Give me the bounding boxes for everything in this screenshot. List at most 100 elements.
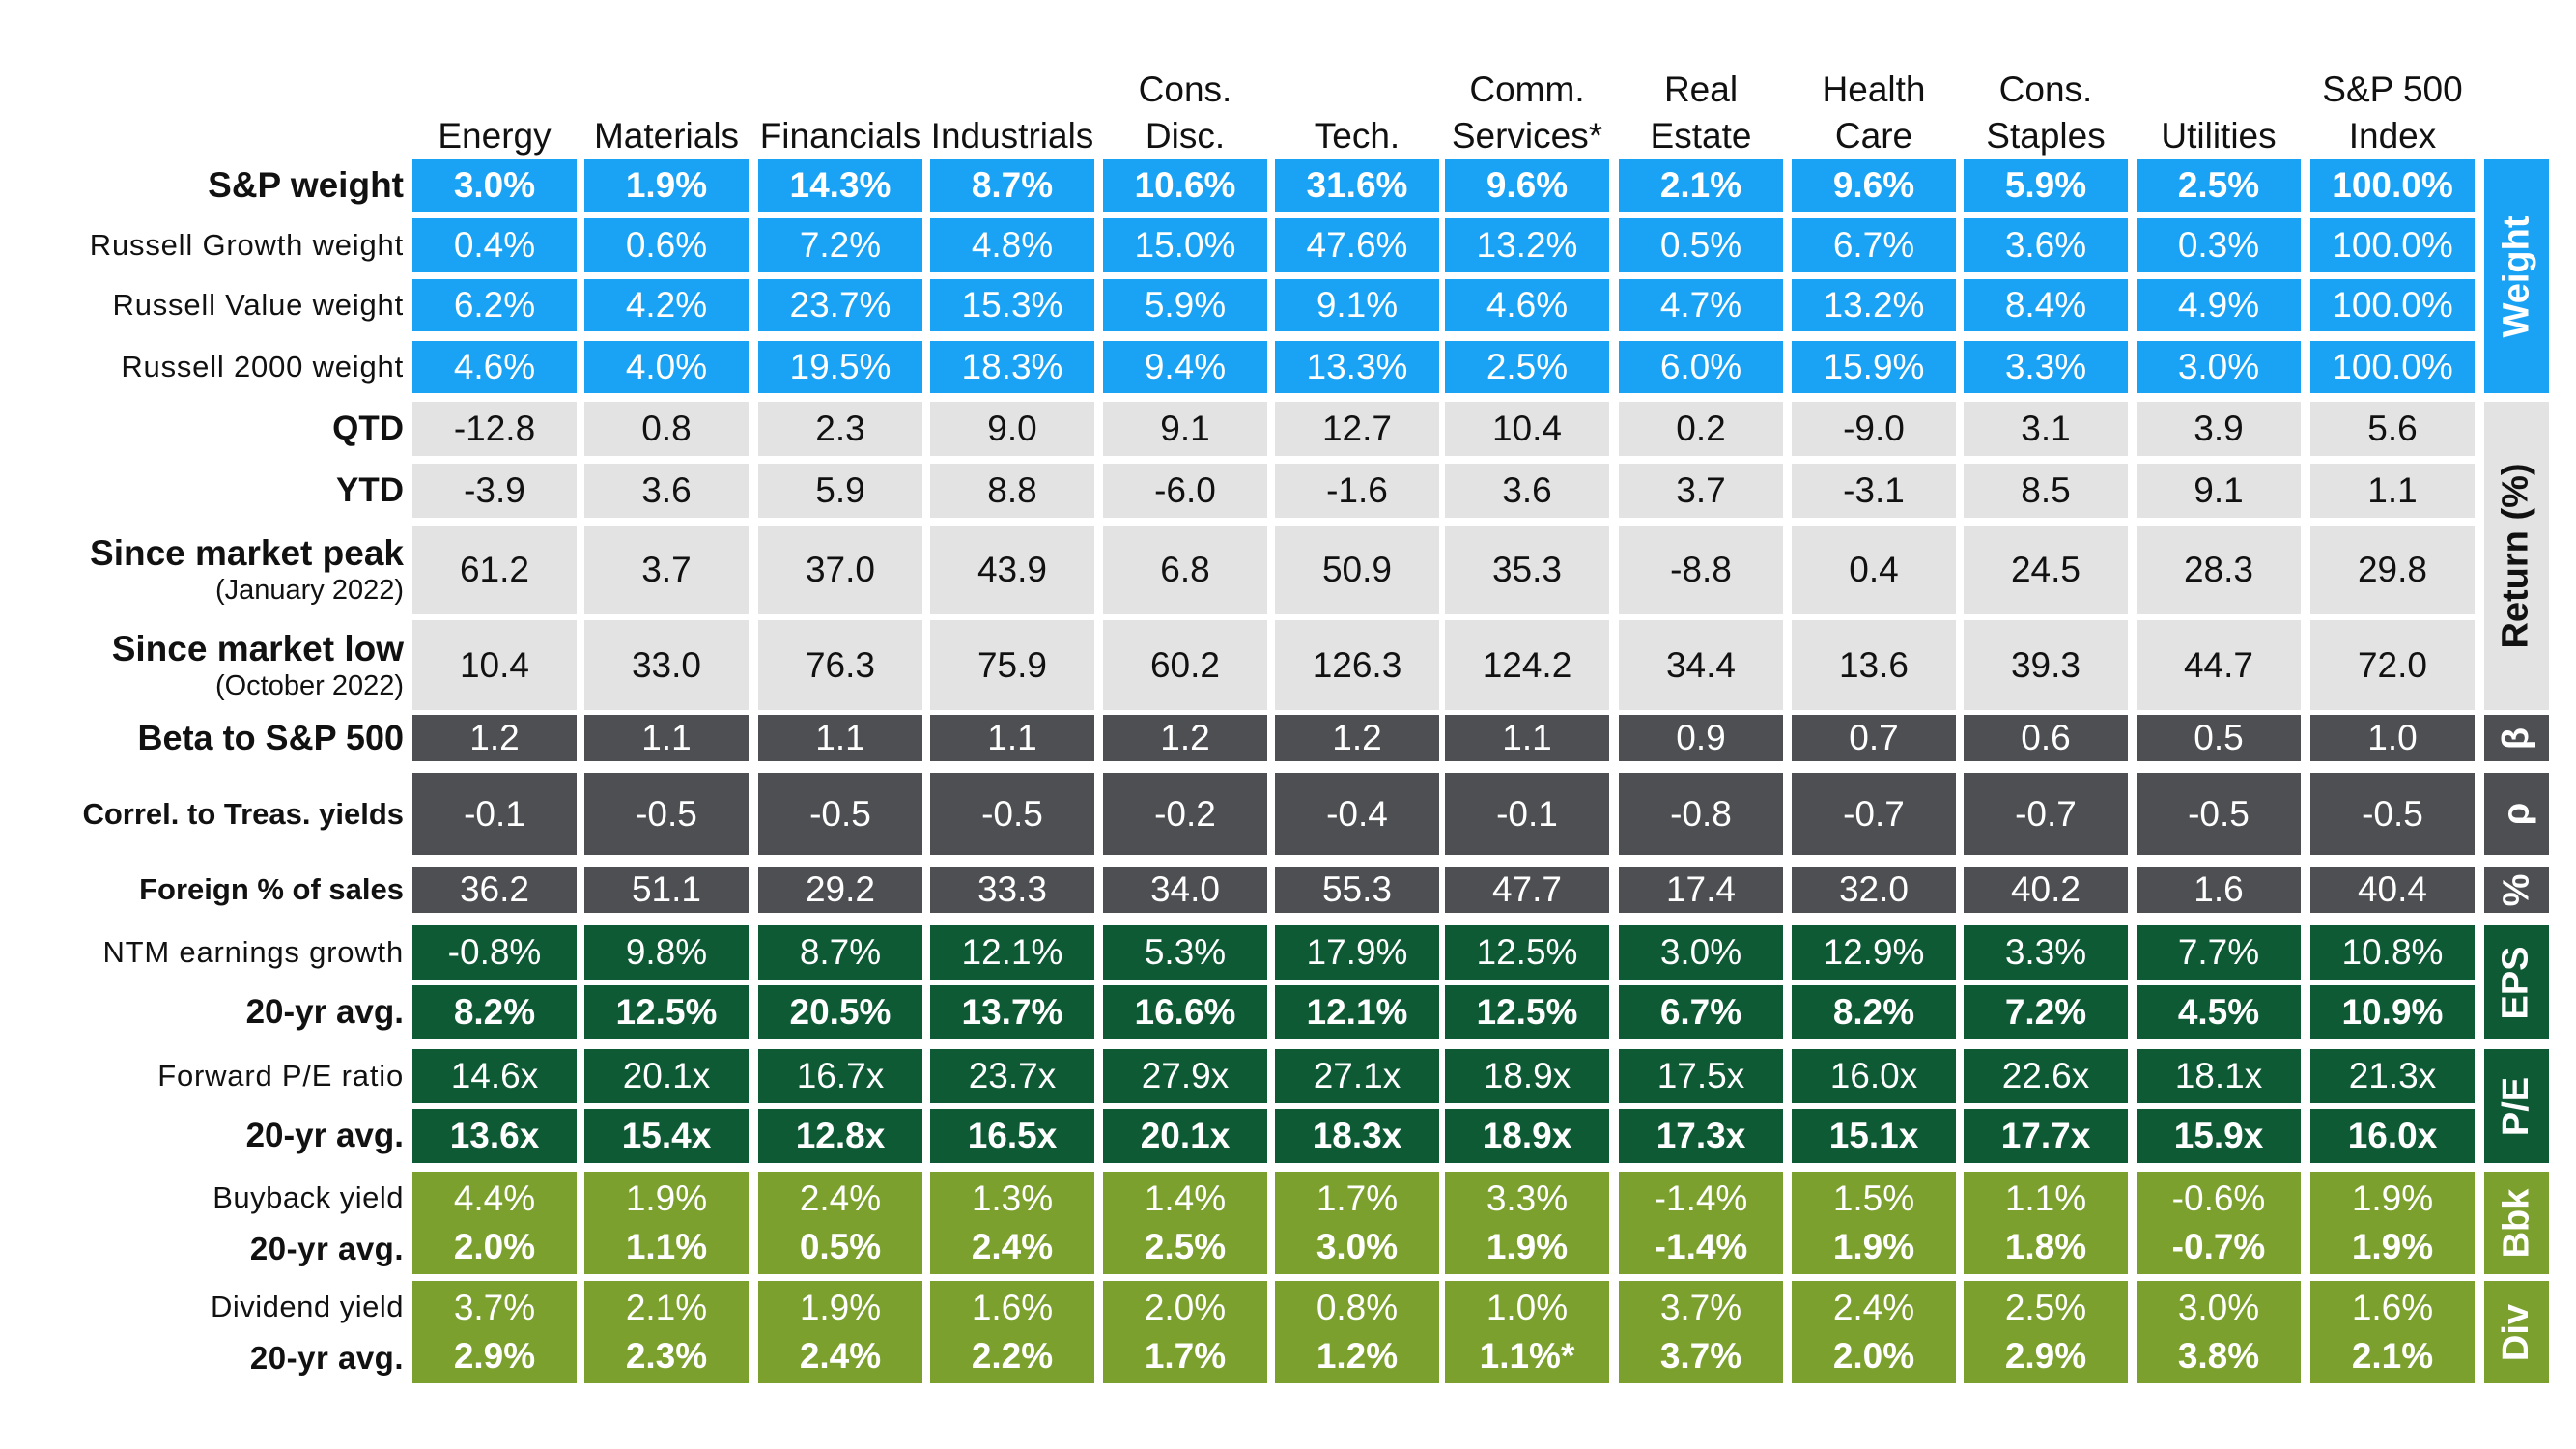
cell-weight-russell-growth-weight-materials: 0.6% xyxy=(584,218,749,272)
value-div-dividend-yield-energy: 3.7% xyxy=(453,1288,536,1327)
row-label-text: Russell Growth weight xyxy=(89,228,404,262)
cell-weight-russell-growth-weight-utilities: 0.3% xyxy=(2137,218,2301,272)
value-div-dividend-yield-s-p-500-index: 1.6% xyxy=(2351,1288,2434,1327)
value-div-20-yr-avg-tech: 1.2% xyxy=(1316,1336,1399,1376)
group-label-eps: EPS xyxy=(2484,925,2549,1039)
cell-return-ytd-real-estate: 3.7 xyxy=(1619,464,1783,518)
cell-x-foreign-of-sales-energy: 36.2 xyxy=(412,867,577,913)
row-sublabel-text: (October 2022) xyxy=(214,669,404,701)
cell-p-e-forward-p-e-ratio-comm-services: 18.9x xyxy=(1445,1049,1609,1103)
cell-weight-russell-2000-weight-comm-services: 2.5% xyxy=(1445,341,1609,393)
column-header-financials: Financials xyxy=(759,116,921,156)
cell-div-financials: 1.9% 2.4% xyxy=(758,1281,922,1383)
cell-eps-ntm-earnings-growth-cons-staples: 3.3% xyxy=(1964,925,2128,980)
value-bbk-buyback-yield-energy: 4.4% xyxy=(453,1179,536,1218)
cell-eps-ntm-earnings-growth-energy: -0.8% xyxy=(412,925,577,980)
cell-p-e-forward-p-e-ratio-s-p-500-index: 21.3x xyxy=(2310,1049,2475,1103)
column-header-health-care: Health Care xyxy=(1822,70,1926,156)
value-div-20-yr-avg-cons-disc: 1.7% xyxy=(1144,1336,1227,1376)
cell-div-tech: 0.8% 1.2% xyxy=(1275,1281,1439,1383)
cell-eps-ntm-earnings-growth-real-estate: 3.0% xyxy=(1619,925,1783,980)
value-div-20-yr-avg-health-care: 2.0% xyxy=(1832,1336,1915,1376)
cell-weight-russell-value-weight-tech: 9.1% xyxy=(1275,279,1439,331)
value-bbk-buyback-yield-health-care: 1.5% xyxy=(1832,1179,1915,1218)
cell-bbk-tech: 1.7% 3.0% xyxy=(1275,1172,1439,1274)
cell-x-foreign-of-sales-tech: 55.3 xyxy=(1275,867,1439,913)
row-label-x-foreign-of-sales: Foreign % of sales xyxy=(39,867,410,913)
cell-x-foreign-of-sales-health-care: 32.0 xyxy=(1792,867,1956,913)
cell-weight-russell-value-weight-utilities: 4.9% xyxy=(2137,279,2301,331)
cell-return-ytd-utilities: 9.1 xyxy=(2137,464,2301,518)
value-div-20-yr-avg-financials: 2.4% xyxy=(799,1336,882,1376)
cell-p-e-forward-p-e-ratio-energy: 14.6x xyxy=(412,1049,577,1103)
cell-x-foreign-of-sales-financials: 29.2 xyxy=(758,867,922,913)
row-label-return-since-market-low: Since market low (October 2022) xyxy=(39,620,410,710)
row-label-weight-s-p-weight: S&P weight xyxy=(39,159,410,212)
cell-x-correl-to-treas-yields-cons-disc: -0.2 xyxy=(1103,773,1267,855)
cell-weight-russell-value-weight-energy: 6.2% xyxy=(412,279,577,331)
column-header-industrials: Industrials xyxy=(930,116,1094,156)
row-label-text: YTD xyxy=(336,471,404,509)
row-label-text: QTD xyxy=(332,410,404,447)
value-div-dividend-yield-real-estate: 3.7% xyxy=(1659,1288,1742,1327)
cell-x-foreign-of-sales-real-estate: 17.4 xyxy=(1619,867,1783,913)
cell-weight-s-p-weight-cons-disc: 10.6% xyxy=(1103,159,1267,212)
cell-return-qtd-utilities: 3.9 xyxy=(2137,402,2301,456)
cell-eps-20-yr-avg-utilities: 4.5% xyxy=(2137,985,2301,1039)
column-header-utilities: Utilities xyxy=(2161,116,2277,156)
cell-return-ytd-cons-staples: 8.5 xyxy=(1964,464,2128,518)
cell-return-since-market-low-industrials: 75.9 xyxy=(930,620,1094,710)
group-label-p-e: P/E xyxy=(2484,1049,2549,1163)
cell-weight-russell-value-weight-materials: 4.2% xyxy=(584,279,749,331)
column-header-real-estate: Real Estate xyxy=(1650,70,1752,156)
group-label-text: % xyxy=(2495,873,2536,906)
cell-div-utilities: 3.0% 3.8% xyxy=(2137,1281,2301,1383)
value-div-dividend-yield-materials: 2.1% xyxy=(625,1288,708,1327)
cell-p-e-20-yr-avg-health-care: 15.1x xyxy=(1792,1109,1956,1163)
cell-weight-s-p-weight-utilities: 2.5% xyxy=(2137,159,2301,212)
cell-return-since-market-peak-materials: 3.7 xyxy=(584,526,749,614)
cell-return-since-market-peak-health-care: 0.4 xyxy=(1792,526,1956,614)
value-bbk-20-yr-avg-cons-staples: 1.8% xyxy=(2004,1227,2087,1266)
cell-return-qtd-cons-disc: 9.1 xyxy=(1103,402,1267,456)
cell-x-correl-to-treas-yields-industrials: -0.5 xyxy=(930,773,1094,855)
cell-weight-russell-2000-weight-industrials: 18.3% xyxy=(930,341,1094,393)
cell-return-since-market-low-tech: 126.3 xyxy=(1275,620,1439,710)
row-label-text: Since market peak xyxy=(90,533,404,573)
cell-eps-20-yr-avg-health-care: 8.2% xyxy=(1792,985,1956,1039)
cell-weight-russell-2000-weight-cons-disc: 9.4% xyxy=(1103,341,1267,393)
value-bbk-buyback-yield-real-estate: -1.4% xyxy=(1654,1179,1748,1218)
cell-weight-russell-growth-weight-cons-staples: 3.6% xyxy=(1964,218,2128,272)
cell-eps-ntm-earnings-growth-s-p-500-index: 10.8% xyxy=(2310,925,2475,980)
value-bbk-buyback-yield-cons-disc: 1.4% xyxy=(1144,1179,1227,1218)
cell-p-e-20-yr-avg-financials: 12.8x xyxy=(758,1109,922,1163)
group-label-text: Div xyxy=(2495,1303,2536,1361)
cell-p-e-20-yr-avg-real-estate: 17.3x xyxy=(1619,1109,1783,1163)
group-label-return: Return (%) xyxy=(2484,402,2549,710)
cell-eps-ntm-earnings-growth-comm-services: 12.5% xyxy=(1445,925,1609,980)
cell-return-since-market-low-s-p-500-index: 72.0 xyxy=(2310,620,2475,710)
column-header-energy: Energy xyxy=(438,116,552,156)
cell-return-qtd-health-care: -9.0 xyxy=(1792,402,1956,456)
column-header-cons-disc: Cons. Disc. xyxy=(1138,70,1232,156)
cell-return-since-market-low-health-care: 13.6 xyxy=(1792,620,1956,710)
value-div-20-yr-avg-real-estate: 3.7% xyxy=(1659,1336,1742,1376)
cell-weight-s-p-weight-financials: 14.3% xyxy=(758,159,922,212)
cell-weight-russell-2000-weight-tech: 13.3% xyxy=(1275,341,1439,393)
cell-weight-russell-2000-weight-real-estate: 6.0% xyxy=(1619,341,1783,393)
cell-return-qtd-comm-services: 10.4 xyxy=(1445,402,1609,456)
value-div-20-yr-avg-energy: 2.9% xyxy=(453,1336,536,1376)
group-label-bbk: Bbk xyxy=(2484,1172,2549,1274)
group-label-text: Weight xyxy=(2496,215,2537,337)
cell-p-e-20-yr-avg-cons-disc: 20.1x xyxy=(1103,1109,1267,1163)
cell-bbk-cons-disc: 1.4% 2.5% xyxy=(1103,1172,1267,1274)
cell-weight-russell-growth-weight-tech: 47.6% xyxy=(1275,218,1439,272)
group-label-text: EPS xyxy=(2496,945,2537,1020)
cell-weight-russell-growth-weight-health-care: 6.7% xyxy=(1792,218,1956,272)
group-label-div: Div xyxy=(2484,1281,2549,1383)
cell-x-correl-to-treas-yields-financials: -0.5 xyxy=(758,773,922,855)
cell-return-ytd-cons-disc: -6.0 xyxy=(1103,464,1267,518)
group-label-x: β xyxy=(2484,715,2549,761)
cell-eps-ntm-earnings-growth-tech: 17.9% xyxy=(1275,925,1439,980)
cell-x-foreign-of-sales-comm-services: 47.7 xyxy=(1445,867,1609,913)
